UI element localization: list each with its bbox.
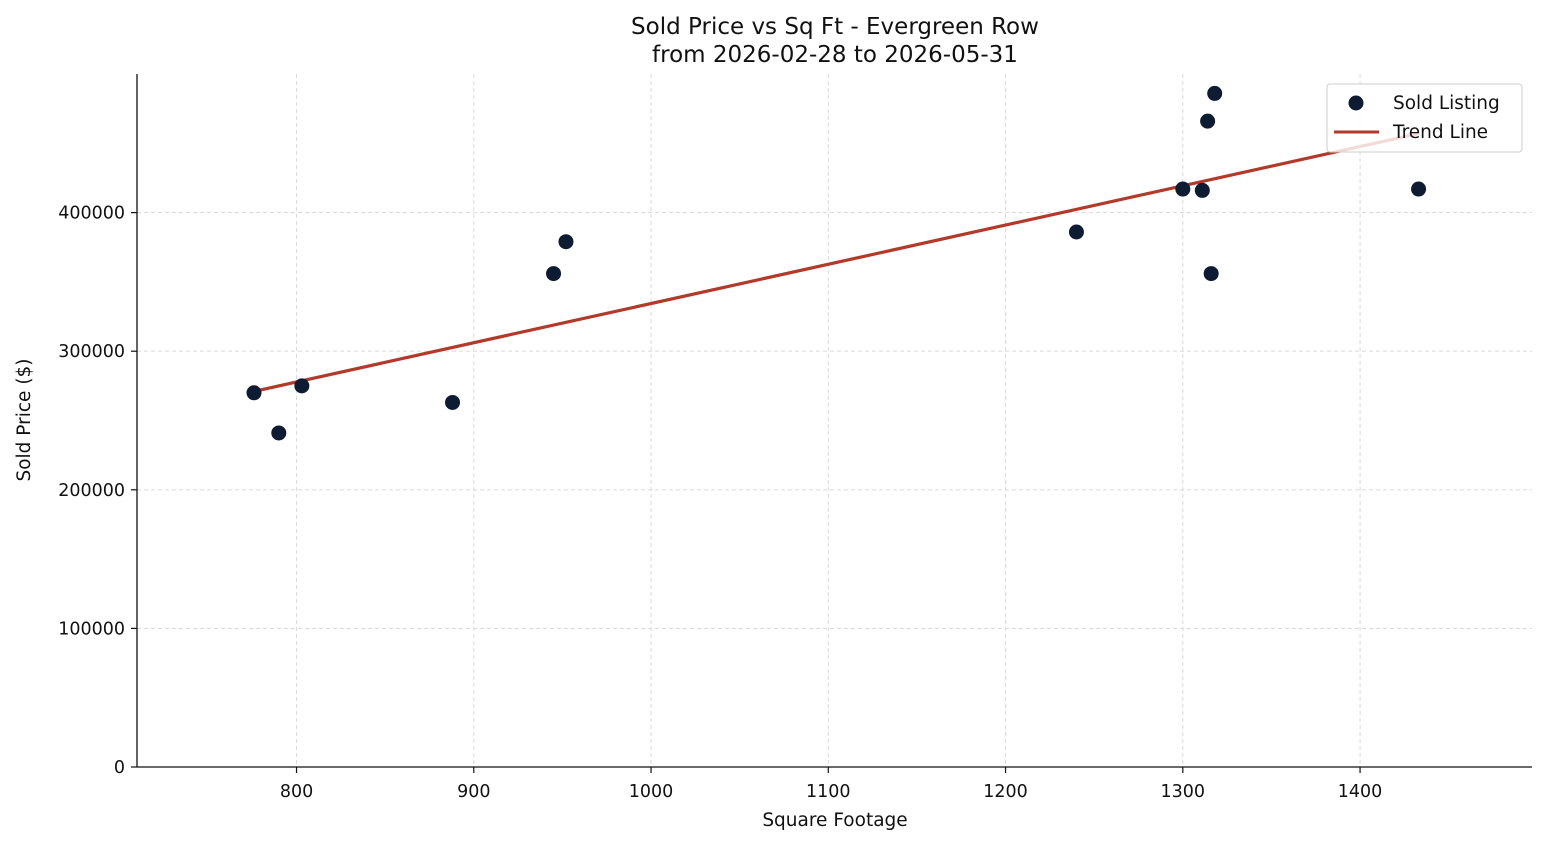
- x-tick-label: 900: [457, 782, 490, 802]
- scatter-point: [294, 378, 310, 394]
- x-axis-ticks: 800 900 1000 1100 1200 1300 1400: [280, 767, 1383, 802]
- y-axis-label: Sold Price ($): [14, 358, 35, 481]
- chart-title: Sold Price vs Sq Ft - Evergreen Row: [631, 14, 1039, 40]
- scatter-point: [546, 266, 562, 282]
- trend-line: [253, 132, 1419, 393]
- x-tick-label: 1300: [1161, 782, 1206, 802]
- x-tick-label: 1400: [1338, 782, 1383, 802]
- y-tick-label: 0: [114, 758, 125, 778]
- y-tick-label: 200000: [58, 481, 125, 501]
- legend-label-sold-listing: Sold Listing: [1393, 93, 1500, 114]
- legend-box: [1326, 83, 1523, 153]
- y-tick-label: 400000: [58, 204, 125, 224]
- y-tick-label: 100000: [58, 619, 125, 639]
- scatter-point: [1203, 266, 1219, 282]
- y-tick-label: 300000: [58, 342, 125, 362]
- trend-line-layer: [253, 132, 1419, 393]
- scatter-point: [246, 385, 262, 401]
- scatter-point: [445, 394, 461, 410]
- chart-subtitle: from 2026-02-28 to 2026-05-31: [652, 42, 1018, 68]
- legend-label-trend-line: Trend Line: [1392, 122, 1488, 143]
- x-tick-label: 800: [280, 782, 313, 802]
- scatter-point: [271, 425, 287, 441]
- scatter-point: [1068, 224, 1084, 240]
- scatter-points-layer: [246, 85, 1427, 441]
- scatter-point: [558, 234, 574, 250]
- legend-scatter-marker: [1348, 95, 1364, 111]
- x-axis-label: Square Footage: [762, 810, 907, 831]
- scatter-point: [1175, 181, 1191, 197]
- grid: [137, 74, 1532, 767]
- scatter-point: [1200, 113, 1216, 129]
- legend: Sold Listing Trend Line: [1326, 83, 1523, 153]
- scatter-point: [1207, 85, 1223, 101]
- x-tick-label: 1000: [629, 782, 674, 802]
- scatter-point: [1194, 182, 1210, 198]
- y-axis-ticks: 0 100000 200000 300000 400000: [58, 204, 137, 778]
- scatter-point: [1411, 181, 1427, 197]
- x-tick-label: 1200: [983, 782, 1028, 802]
- axes: [136, 74, 1532, 768]
- x-tick-label: 1100: [806, 782, 851, 802]
